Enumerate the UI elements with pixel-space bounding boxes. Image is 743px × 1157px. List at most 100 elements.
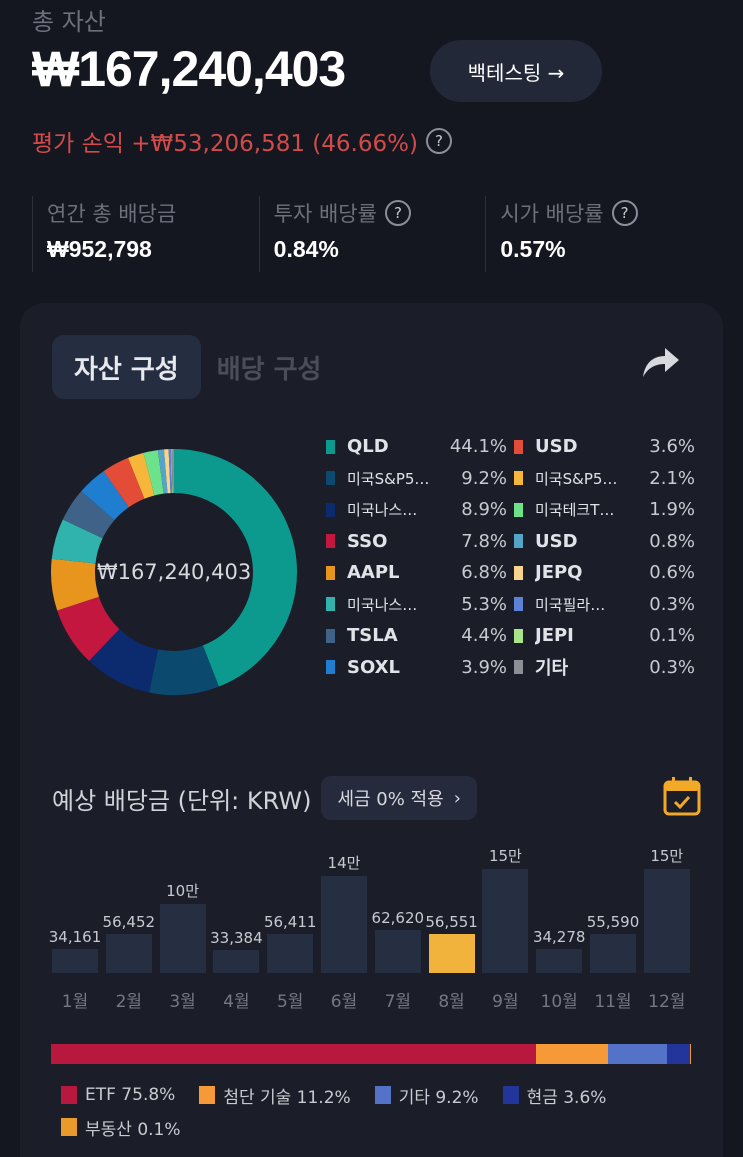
bar[interactable] [267, 933, 314, 973]
bar[interactable] [374, 929, 421, 973]
bar[interactable] [52, 949, 98, 973]
share-icon[interactable] [641, 345, 681, 379]
bar-value-label: 10만 [166, 881, 200, 900]
donut-slice[interactable] [128, 452, 155, 499]
legend-item[interactable]: 미국테크T… 1.9% [514, 494, 695, 526]
month-bar[interactable]: 15만 [643, 843, 690, 973]
sector-segment [666, 1044, 690, 1064]
donut-slice[interactable] [163, 449, 171, 494]
month-axis: 1월 2월 3월 4월 5월 6월 7월 8월 9월 10월 11월 12월 [52, 987, 692, 1012]
month-bar[interactable]: 33,384 [210, 843, 263, 973]
sector-swatch [502, 1086, 519, 1104]
sector-swatch [374, 1086, 391, 1104]
legend-pct: 0.3% [649, 593, 695, 615]
donut-slice[interactable] [149, 645, 219, 695]
legend-item[interactable]: SSO 7.8% [326, 526, 507, 558]
bar[interactable] [482, 869, 529, 973]
bar[interactable] [159, 903, 206, 973]
bar[interactable] [428, 933, 475, 973]
month-label: 2월 [115, 992, 143, 1012]
legend-pct: 0.3% [649, 656, 695, 678]
donut-slice[interactable] [157, 449, 168, 494]
legend-item[interactable]: USD 0.8% [514, 526, 695, 558]
bar[interactable] [213, 949, 260, 973]
donut-slice[interactable] [171, 449, 174, 494]
sector-legend-item: ETF 75.8% [61, 1085, 175, 1105]
donut-slice[interactable] [170, 449, 173, 494]
tab-dividend-composition[interactable]: 배당 구성 [216, 354, 322, 385]
legend-swatch [326, 502, 335, 517]
backtest-button[interactable]: 백테스팅 → [430, 40, 602, 102]
legend-name: 미국S&P5… [535, 469, 618, 488]
donut-slice[interactable] [62, 491, 115, 539]
month-bar[interactable]: 15만 [482, 843, 529, 973]
bar-value-label: 15만 [650, 847, 684, 865]
month-bar[interactable]: 34,278 [533, 843, 585, 973]
donut-slice[interactable] [168, 449, 173, 494]
legend-name: 미국테크T… [535, 501, 615, 520]
legend-name: AAPL [347, 562, 400, 584]
legend-item[interactable]: AAPL 6.8% [326, 557, 507, 589]
month-bar[interactable]: 10만 [159, 843, 206, 973]
sector-stacked-bar [51, 1044, 691, 1064]
donut-slice[interactable] [89, 629, 158, 693]
month-bar[interactable]: 56,452 [103, 843, 155, 973]
month-bar[interactable]: 55,590 [587, 843, 639, 973]
legend-item[interactable]: JEPQ 0.6% [514, 557, 695, 589]
legend-name: SSO [347, 530, 388, 552]
stat-annual-dividend: 연간 총 배당금 ₩952,798 [32, 196, 259, 272]
legend-pct: 3.6% [649, 436, 695, 458]
legend-swatch [514, 502, 523, 517]
legend-item[interactable]: 미국S&P5… 9.2% [326, 463, 507, 495]
legend-item[interactable]: 기타 0.3% [514, 652, 695, 684]
donut-slice[interactable] [103, 457, 145, 508]
legend-name: USD [535, 530, 578, 552]
sector-segment [689, 1044, 691, 1064]
help-icon[interactable]: ? [384, 200, 411, 226]
tax-button[interactable]: 세금 0% 적용 › [321, 776, 477, 820]
legend-item[interactable]: 미국나스… 5.3% [326, 589, 507, 621]
legend-pct: 7.8% [461, 530, 507, 552]
bar-value-label: 55,590 [586, 913, 640, 932]
donut-slice[interactable] [57, 596, 120, 661]
donut-slice[interactable] [50, 558, 99, 611]
bar[interactable] [105, 933, 152, 973]
dividend-title: 예상 배당금 (단위: KRW) [52, 786, 312, 815]
month-bar[interactable]: 14만 [321, 843, 367, 973]
legend-item[interactable]: 미국필라… 0.3% [514, 589, 695, 621]
month-bar[interactable]: 62,620 [372, 843, 424, 973]
legend-item[interactable]: 미국S&P5… 2.1% [514, 463, 695, 495]
bar[interactable] [536, 949, 583, 973]
month-bar[interactable]: 56,411 [264, 843, 316, 973]
month-bar[interactable]: 56,551 [425, 843, 478, 973]
help-icon[interactable]: ? [425, 128, 452, 154]
legend-swatch [326, 628, 335, 643]
month-bar[interactable]: 34,161 [49, 843, 101, 973]
donut-slice[interactable] [51, 519, 103, 564]
legend-item[interactable]: SOXL 3.9% [326, 652, 507, 684]
bar-value-label: 56,452 [102, 912, 156, 931]
bar[interactable] [643, 869, 690, 973]
legend-item[interactable]: 미국나스… 8.9% [326, 494, 507, 526]
tab-asset-composition[interactable]: 자산 구성 [52, 335, 201, 399]
month-label: 9월 [492, 992, 519, 1012]
legend-pct: 9.2% [461, 467, 507, 489]
donut-slice[interactable] [174, 449, 297, 687]
legend-item[interactable]: TSLA 4.4% [326, 620, 507, 652]
bar[interactable] [321, 875, 367, 973]
sector-segment [536, 1044, 608, 1064]
legend-item[interactable]: QLD 44.1% [326, 431, 507, 463]
total-assets-value: ₩167,240,403 [32, 41, 346, 97]
legend-name: 미국나스… [347, 501, 418, 520]
donut-slice[interactable] [81, 471, 129, 521]
bar[interactable] [590, 934, 636, 973]
asset-donut-chart[interactable] [50, 448, 298, 696]
legend-pct: 44.1% [449, 436, 507, 458]
calendar-check-icon[interactable] [662, 775, 702, 817]
help-icon[interactable]: ? [611, 200, 638, 226]
stat-investment-yield: 투자 배당률? 0.84% [258, 196, 486, 272]
donut-slice[interactable] [143, 450, 164, 496]
sector-legend: ETF 75.8% 첨단 기술 11.2% 기타 9.2% 현금 3.6% 부동산 0.… [61, 1079, 701, 1143]
legend-item[interactable]: USD 3.6% [514, 431, 695, 463]
legend-item[interactable]: JEPI 0.1% [514, 620, 695, 652]
